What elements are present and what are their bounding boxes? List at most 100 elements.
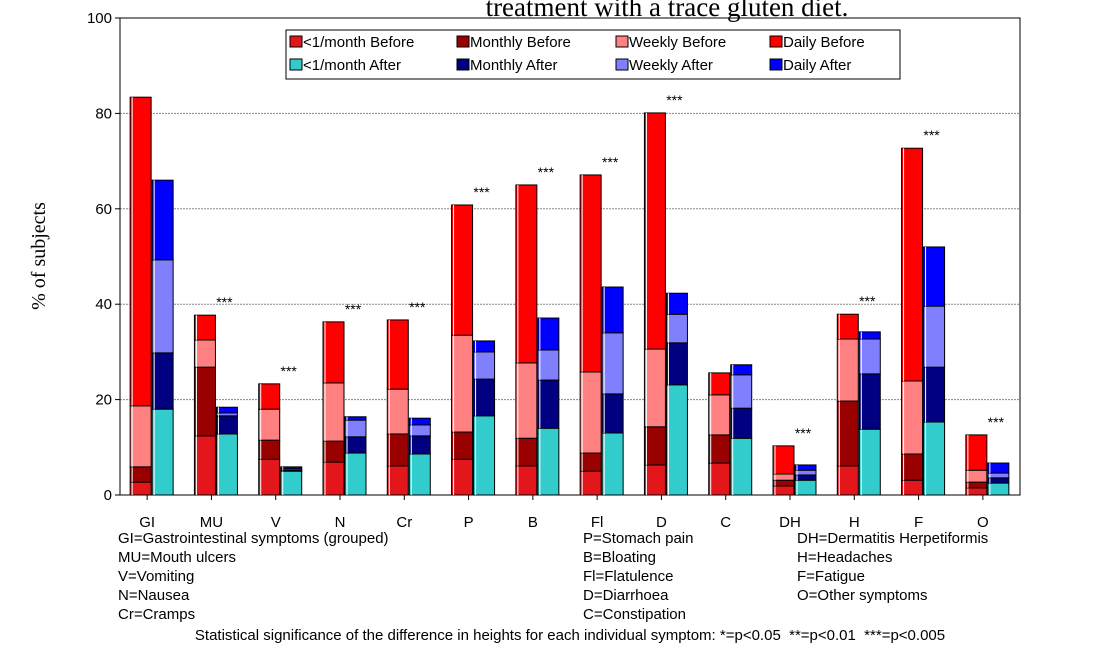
legend-box bbox=[285, 29, 901, 80]
bar-segment bbox=[858, 428, 881, 496]
bar-segment bbox=[643, 426, 666, 466]
bar-segment bbox=[858, 373, 881, 430]
significance-label: *** bbox=[923, 127, 940, 143]
legend-label: <1/month After bbox=[303, 57, 401, 74]
bar-segment bbox=[515, 362, 538, 439]
x-tick-label: C bbox=[720, 514, 731, 531]
significance-label: *** bbox=[281, 363, 298, 379]
key-text: P=Stomach pain bbox=[583, 530, 694, 547]
significance-label: *** bbox=[216, 294, 233, 310]
y-tick-label: 0 bbox=[104, 487, 112, 504]
key-text: DH=Dermatitis Herpetiformis bbox=[797, 530, 988, 547]
bar-segment bbox=[215, 406, 238, 414]
bar-segment bbox=[451, 204, 474, 336]
footnote: Statistical significance of the differen… bbox=[195, 627, 945, 644]
bar-segment bbox=[901, 453, 924, 481]
key-text: GI=Gastrointestinal symptoms (grouped) bbox=[118, 530, 389, 547]
bar-segment bbox=[129, 405, 152, 468]
bar-segment bbox=[965, 434, 988, 471]
bar-segment bbox=[193, 366, 216, 437]
y-axis-label: % of subjects bbox=[28, 202, 50, 310]
bar-segment bbox=[643, 348, 666, 428]
bar-segment bbox=[473, 415, 496, 496]
bar-segment bbox=[901, 380, 924, 455]
legend-swatch bbox=[615, 35, 629, 48]
bar-segment bbox=[987, 477, 1010, 484]
bar-segment bbox=[730, 374, 753, 409]
bar-segment bbox=[601, 286, 624, 334]
bar-segment bbox=[408, 453, 431, 496]
bar-segment bbox=[451, 431, 474, 460]
bar-segment bbox=[965, 481, 988, 489]
x-tick-label: V bbox=[271, 514, 281, 531]
bar-segment bbox=[987, 472, 1010, 479]
bar-segment bbox=[386, 319, 409, 390]
bar-segment bbox=[386, 465, 409, 496]
bar-segment bbox=[322, 461, 345, 496]
legend-swatch bbox=[289, 58, 303, 71]
bar-segment bbox=[708, 434, 731, 464]
bar-segment bbox=[730, 407, 753, 439]
significance-label: *** bbox=[345, 301, 362, 317]
bar-segment bbox=[665, 384, 688, 496]
bar-segment bbox=[579, 470, 602, 496]
legend-label: <1/month Before bbox=[303, 34, 414, 51]
y-tick-label: 60 bbox=[95, 201, 112, 218]
bar-segment bbox=[836, 465, 859, 496]
bar-segment bbox=[794, 464, 817, 471]
significance-label: *** bbox=[795, 425, 812, 441]
bar-segment bbox=[386, 433, 409, 467]
bar-segment bbox=[129, 481, 152, 496]
y-tick-label: 100 bbox=[87, 10, 112, 27]
bar-segment bbox=[579, 452, 602, 472]
bar-segment bbox=[643, 112, 666, 350]
legend-label: Weekly After bbox=[629, 57, 713, 74]
bar-segment bbox=[537, 349, 560, 381]
bar-segment bbox=[515, 465, 538, 496]
key-text: H=Headaches bbox=[797, 549, 892, 566]
bar-segment bbox=[794, 479, 817, 496]
bar-segment bbox=[215, 415, 238, 435]
key-text: V=Vomiting bbox=[118, 568, 194, 585]
bar-segment bbox=[772, 473, 795, 481]
key-text: B=Bloating bbox=[583, 549, 656, 566]
y-tick-label: 20 bbox=[95, 392, 112, 409]
x-tick-label: MU bbox=[200, 514, 223, 531]
bar-segment bbox=[408, 424, 431, 437]
bar-segment bbox=[579, 174, 602, 373]
bar-segment bbox=[965, 487, 988, 496]
bar-segment bbox=[280, 470, 303, 496]
bar-segment bbox=[923, 246, 946, 307]
key-text: O=Other symptoms bbox=[797, 587, 927, 604]
bar-segment bbox=[579, 371, 602, 454]
bar-segment bbox=[987, 482, 1010, 496]
bar-segment bbox=[901, 147, 924, 382]
bar-segment bbox=[772, 485, 795, 496]
bar-segment bbox=[258, 458, 281, 496]
bar-segment bbox=[772, 479, 795, 487]
bar-segment bbox=[730, 364, 753, 376]
x-tick-label: Fl bbox=[591, 514, 604, 531]
bar-segment bbox=[987, 462, 1010, 474]
bar-segment bbox=[665, 313, 688, 344]
bar-segment bbox=[151, 352, 174, 410]
significance-label: *** bbox=[988, 414, 1005, 430]
bar-segment bbox=[473, 378, 496, 417]
bar-segment bbox=[836, 400, 859, 467]
y-tick-label: 40 bbox=[95, 296, 112, 313]
bar-segment bbox=[601, 393, 624, 434]
key-text: D=Diarrhoea bbox=[583, 587, 669, 604]
bar-segment bbox=[280, 466, 303, 470]
legend-label: Monthly Before bbox=[470, 34, 571, 51]
bar-segment bbox=[923, 421, 946, 496]
x-tick-label: Cr bbox=[396, 514, 412, 531]
bar-segment bbox=[193, 435, 216, 496]
significance-label: *** bbox=[473, 184, 490, 200]
bar-segment bbox=[923, 305, 946, 368]
bar-segment bbox=[794, 474, 817, 481]
bar-segment bbox=[215, 433, 238, 496]
bar-segment bbox=[473, 351, 496, 380]
significance-label: *** bbox=[409, 299, 426, 315]
x-tick-label: P bbox=[464, 514, 474, 531]
